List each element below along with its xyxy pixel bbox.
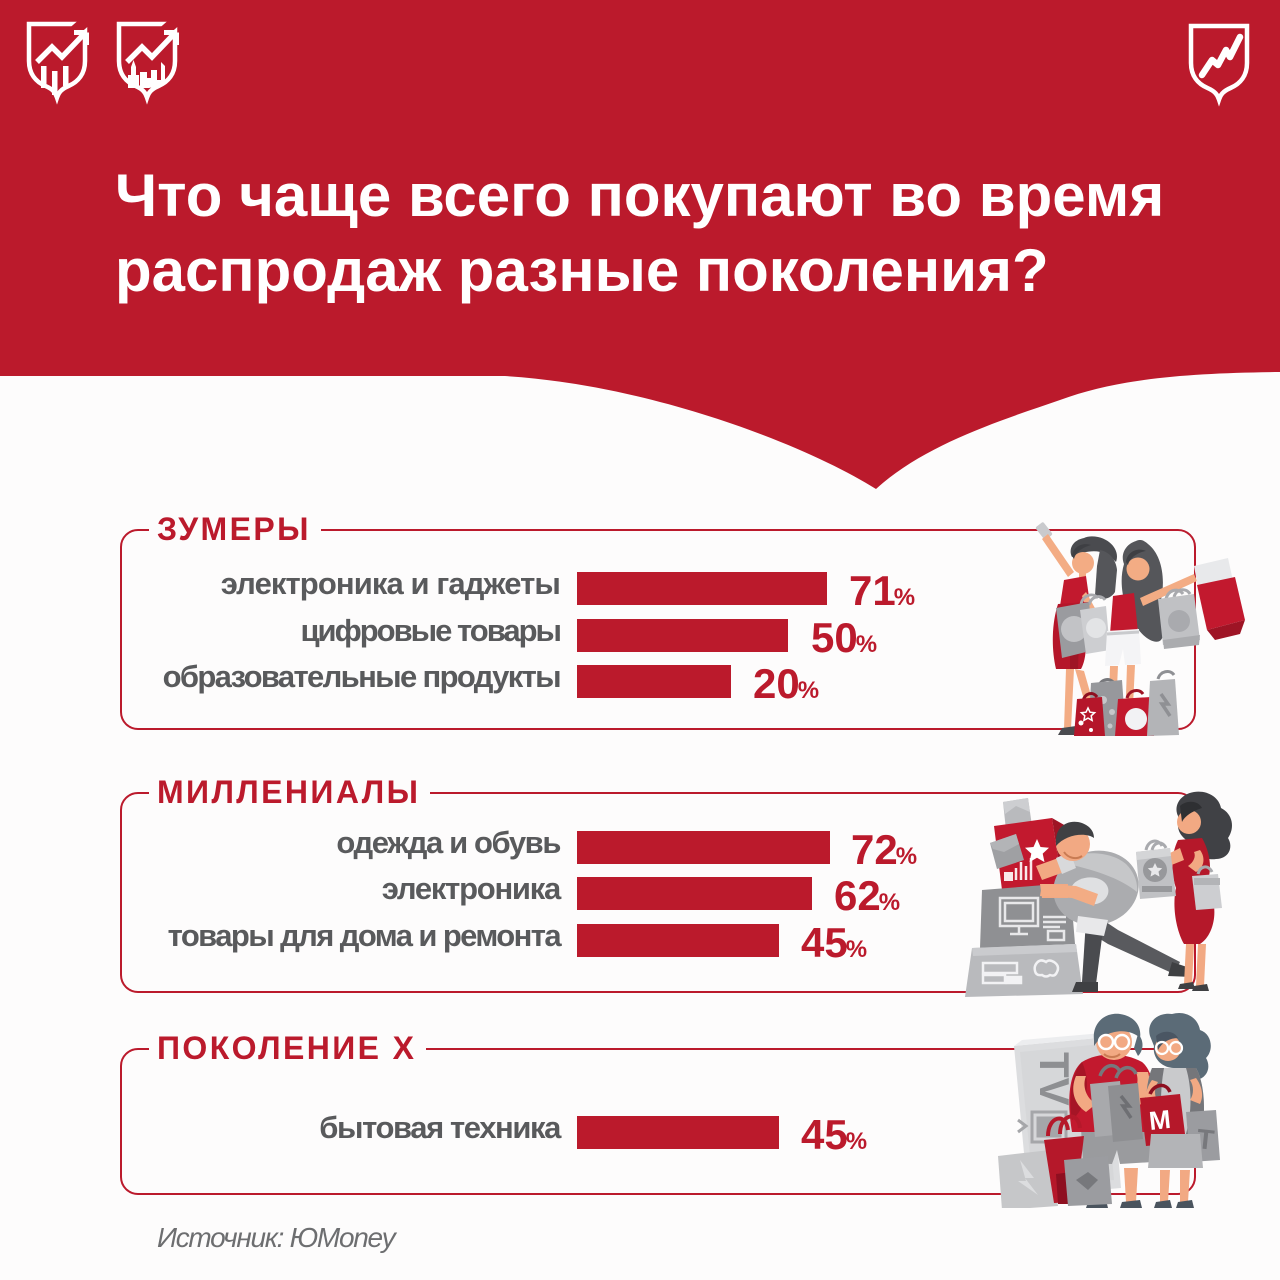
svg-text:M: M	[1147, 1104, 1172, 1136]
